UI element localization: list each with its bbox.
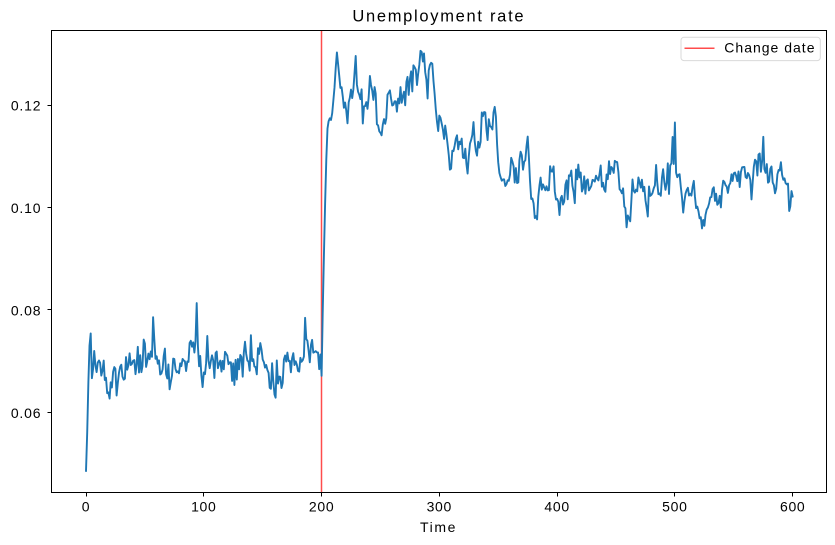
svg-text:0.12: 0.12 bbox=[11, 98, 41, 114]
svg-text:0.10: 0.10 bbox=[11, 200, 41, 216]
svg-text:Unemployment rate: Unemployment rate bbox=[352, 8, 525, 26]
svg-text:0.06: 0.06 bbox=[11, 405, 41, 421]
svg-text:600: 600 bbox=[780, 499, 805, 515]
svg-text:200: 200 bbox=[309, 499, 334, 515]
svg-text:100: 100 bbox=[191, 499, 216, 515]
svg-text:0: 0 bbox=[82, 499, 91, 515]
svg-text:0.08: 0.08 bbox=[11, 302, 41, 318]
svg-text:500: 500 bbox=[662, 499, 687, 515]
svg-text:Change date: Change date bbox=[724, 40, 815, 56]
svg-text:400: 400 bbox=[544, 499, 569, 515]
svg-text:Time: Time bbox=[420, 519, 457, 535]
svg-text:300: 300 bbox=[427, 499, 452, 515]
